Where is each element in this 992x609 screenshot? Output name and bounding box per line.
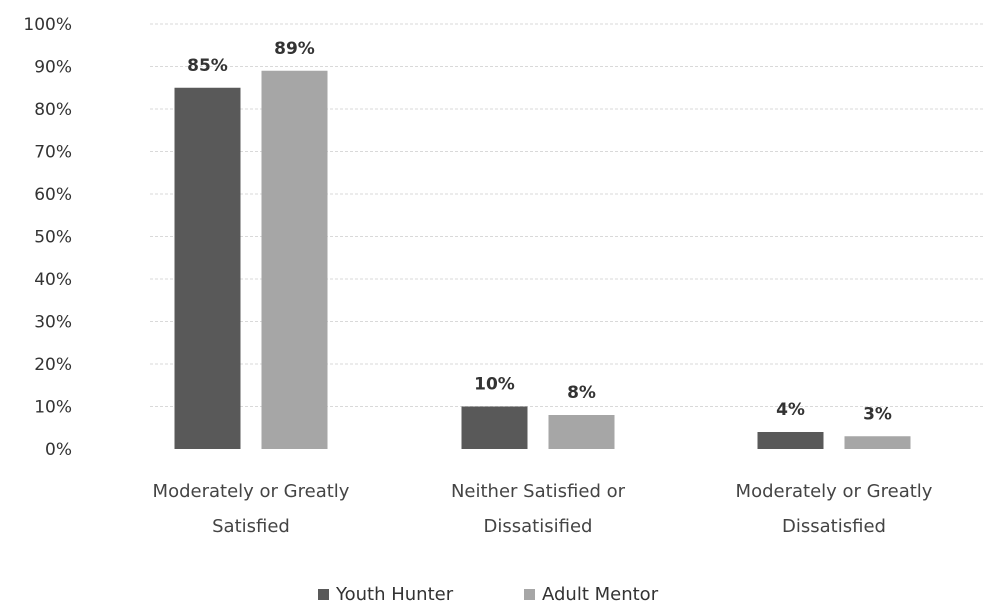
y-tick-label: 0%: [45, 440, 72, 460]
data-label: 10%: [474, 375, 515, 395]
category-label: Dissatisfied: [782, 516, 886, 537]
y-tick-label: 60%: [34, 185, 72, 205]
y-tick-label: 70%: [34, 143, 72, 163]
bar-youth-hunter: [461, 406, 528, 449]
category-label: Moderately or Greatly: [736, 481, 933, 502]
y-tick-label: 20%: [34, 355, 72, 375]
legend: Youth Hunter Adult Mentor: [318, 584, 659, 605]
data-label: 89%: [274, 39, 315, 59]
legend-swatch: [524, 589, 535, 600]
y-tick-label: 90%: [34, 58, 72, 78]
y-tick-label: 40%: [34, 270, 72, 290]
data-label: 3%: [863, 404, 892, 424]
y-tick-label: 30%: [34, 313, 72, 333]
x-axis-categories: Moderately or Greatly Satisfied Neither Sa…: [153, 481, 933, 537]
category-label: Neither Satisfied or: [451, 481, 626, 502]
legend-label: Adult Mentor: [542, 584, 659, 605]
category-label: Satisfied: [212, 516, 290, 537]
category-label: Moderately or Greatly: [153, 481, 350, 502]
bar-adult-mentor: [844, 436, 911, 449]
data-label: 8%: [567, 383, 596, 403]
bar-youth-hunter: [174, 87, 241, 449]
bar-adult-mentor: [261, 70, 328, 449]
bar-youth-hunter: [757, 432, 824, 449]
data-labels: 85% 89% 10% 8% 4% 3%: [187, 39, 892, 425]
y-tick-label: 50%: [34, 228, 72, 248]
data-label: 85%: [187, 56, 228, 76]
gridlines: [150, 23, 985, 407]
legend-swatch: [318, 589, 329, 600]
legend-label: Youth Hunter: [335, 584, 454, 605]
bar-adult-mentor: [548, 415, 615, 449]
y-tick-label: 80%: [34, 100, 72, 120]
y-tick-label: 10%: [34, 398, 72, 418]
bars: [174, 70, 911, 449]
y-axis-ticks: 0% 10% 20% 30% 40% 50% 60% 70% 80% 90% 100%: [23, 15, 72, 460]
data-label: 4%: [776, 400, 805, 420]
category-label: Dissatisified: [484, 516, 593, 537]
y-tick-label: 100%: [23, 15, 72, 35]
